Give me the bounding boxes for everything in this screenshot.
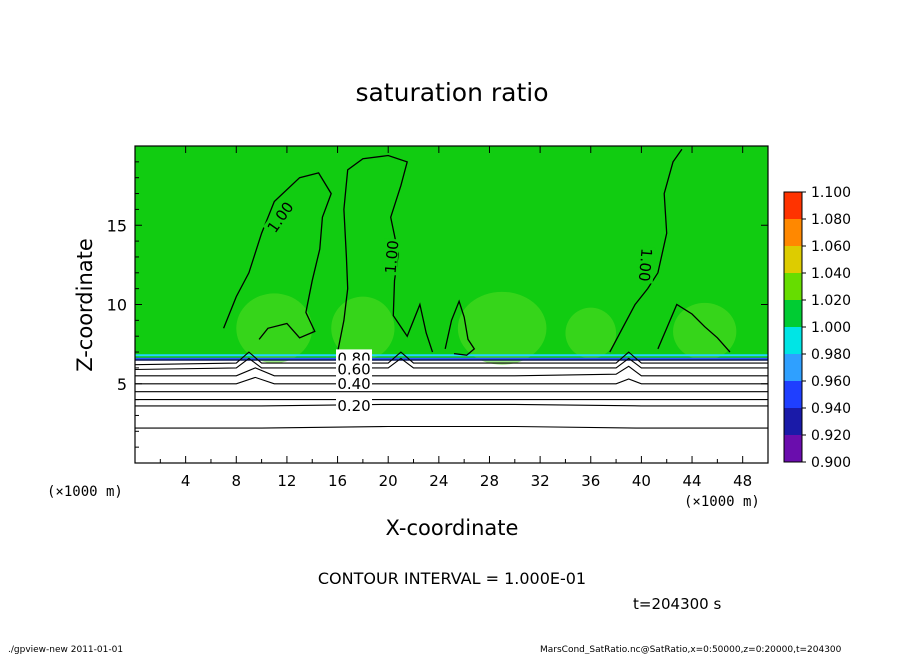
colorbar-label: 1.080 bbox=[811, 212, 851, 228]
x-axis: 4 8 12 16 20 24 28 32 36 40 44 48 bbox=[159, 146, 752, 490]
x-tick-label: 12 bbox=[277, 472, 296, 490]
chart-title: saturation ratio bbox=[355, 78, 548, 107]
x-tick-label: 40 bbox=[632, 472, 651, 490]
saturated-region bbox=[135, 146, 768, 360]
contour-label-bg bbox=[336, 396, 373, 412]
x-tick-label: 8 bbox=[232, 472, 242, 490]
contour-interval: CONTOUR INTERVAL = 1.000E-01 bbox=[318, 569, 586, 588]
right-footer: MarsCond_SatRatio.nc@SatRatio,x=0:50000,… bbox=[540, 645, 842, 654]
contour-line bbox=[657, 303, 731, 353]
colorbar-swatch bbox=[784, 327, 802, 354]
left-footer: ./gpview-new 2011-01-01 bbox=[8, 645, 123, 654]
colorbar: 0.900 0.920 0.940 0.960 0.980 1.000 1.020 1.040… bbox=[783, 185, 851, 471]
x-tick-label: 44 bbox=[682, 472, 701, 490]
contour-line bbox=[336, 154, 434, 353]
colorbar-swatch bbox=[784, 246, 802, 273]
contour-labels: 1.001.00 1.000.800.600.400.20 bbox=[262, 197, 656, 415]
x-tick-label: 16 bbox=[328, 472, 347, 490]
colorbar-swatch bbox=[784, 354, 802, 381]
contour-label-bg bbox=[336, 374, 373, 390]
warm-patch bbox=[331, 296, 395, 360]
contour-line bbox=[135, 403, 768, 407]
colorbar-label: 0.920 bbox=[811, 428, 851, 444]
y-tick-label: 5 bbox=[117, 375, 127, 394]
colorbar-label: 1.060 bbox=[811, 239, 851, 255]
y-tick-label: 15 bbox=[107, 216, 127, 235]
contour-label: 0.40 bbox=[337, 375, 370, 393]
x-axis-label: X-coordinate bbox=[386, 516, 519, 540]
contour-line bbox=[135, 425, 768, 429]
colorbar-label: 0.960 bbox=[811, 374, 851, 390]
x-tick-label: 28 bbox=[480, 472, 499, 490]
contour-label-bg bbox=[336, 360, 373, 376]
contour-label-group: 0.20 bbox=[336, 396, 373, 415]
colorbar-label: 0.980 bbox=[811, 347, 851, 363]
warm-patch bbox=[457, 291, 547, 365]
colorbar-label: 0.900 bbox=[811, 455, 851, 471]
warm-patch bbox=[565, 307, 617, 359]
y-axis: 5 10 15 bbox=[107, 161, 768, 448]
contour-line bbox=[444, 299, 476, 356]
contour-label-bg bbox=[381, 238, 400, 276]
contour-line bbox=[222, 172, 332, 340]
colorbar-label: 1.100 bbox=[811, 185, 851, 201]
colorbar-label: 1.000 bbox=[811, 320, 851, 336]
colorbar-swatch bbox=[784, 219, 802, 246]
contour-label-group: 1.00 bbox=[635, 246, 656, 284]
x-tick-label: 4 bbox=[181, 472, 191, 490]
colorbar-swatch bbox=[784, 300, 802, 327]
contour-label-group: 0.40 bbox=[336, 374, 373, 393]
x-unit-label: (×1000 m) bbox=[684, 494, 760, 510]
time-label: t=204300 s bbox=[633, 595, 721, 613]
colorbar-swatch bbox=[784, 408, 802, 435]
contour-label-group: 0.60 bbox=[336, 360, 373, 378]
x-tick-label: 32 bbox=[531, 472, 550, 490]
contour-label: 0.60 bbox=[337, 360, 370, 378]
contour-label: 1.00 bbox=[635, 247, 656, 282]
x-tick-label: 48 bbox=[733, 472, 752, 490]
x-tick-label: 20 bbox=[379, 472, 398, 490]
contour-line bbox=[609, 148, 683, 353]
contour-label: 0.20 bbox=[337, 397, 370, 415]
contour-label-group: 1.00 bbox=[381, 238, 403, 276]
contour-line bbox=[135, 376, 768, 385]
x-tick-label: 24 bbox=[429, 472, 448, 490]
colorbar-swatch bbox=[784, 273, 802, 300]
warm-patch bbox=[236, 293, 313, 364]
contour-label-bg bbox=[262, 197, 296, 236]
contour-line bbox=[135, 357, 768, 371]
colorbar-label: 1.040 bbox=[811, 266, 851, 282]
contour-label-bg bbox=[637, 246, 656, 284]
contour-line bbox=[135, 351, 768, 366]
y-unit-label: (×1000 m) bbox=[47, 484, 123, 500]
contour-line bbox=[135, 365, 768, 377]
warm-patch bbox=[673, 302, 737, 360]
colorbar-swatch bbox=[784, 192, 802, 219]
colorbar-swatch bbox=[784, 381, 802, 408]
y-tick-label: 10 bbox=[107, 296, 127, 315]
colorbar-label: 0.940 bbox=[811, 401, 851, 417]
contour-label: 1.00 bbox=[382, 240, 403, 275]
contour-lines bbox=[135, 148, 768, 429]
y-axis-label: Z-coordinate bbox=[73, 238, 97, 372]
warm-spots bbox=[236, 291, 737, 365]
x-tick-label: 36 bbox=[581, 472, 600, 490]
colorbar-swatch bbox=[784, 435, 802, 462]
colorbar-label: 1.020 bbox=[811, 293, 851, 309]
